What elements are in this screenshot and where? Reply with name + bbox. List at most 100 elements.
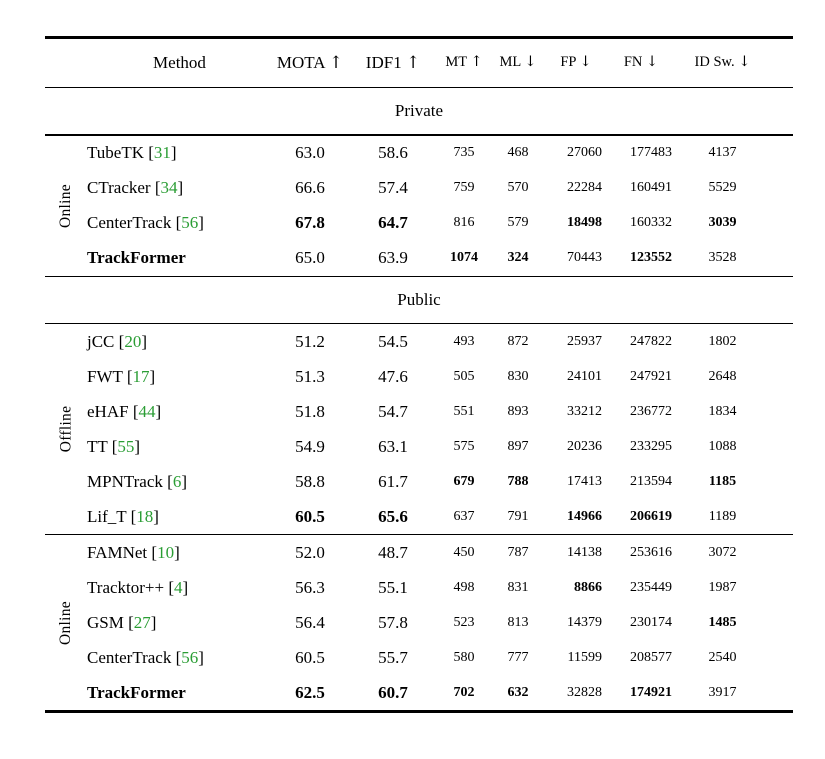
- fp-cell: 33212: [567, 403, 602, 419]
- idsw-cell: 2540: [708, 649, 737, 665]
- table-row: FAMNet [10] 52.0 48.7 450 787 14138 2536…: [45, 535, 793, 570]
- idsw-cell: 1987: [708, 579, 737, 595]
- fp-cell: 14379: [567, 614, 602, 630]
- method-name: Lif_T: [87, 506, 127, 526]
- citation-number[interactable]: 56: [181, 213, 199, 233]
- table-row: TT [55] 54.9 63.1 575 897 20236 233295 1…: [45, 429, 793, 464]
- method-name: FWT: [87, 366, 123, 386]
- method-cell: TrackFormer []: [87, 248, 272, 268]
- table-row: TrackFormer [] 62.5 60.7 702 632 32828 1…: [45, 675, 793, 710]
- mota-cell: 65.0: [295, 248, 325, 268]
- results-table: Method MOTA ↑ IDF1 ↑ MT ↑ ML ↓ FP ↓ FN ↓…: [45, 36, 793, 714]
- idf1-cell: 48.7: [378, 542, 408, 562]
- idsw-cell: 1485: [708, 614, 737, 630]
- fn-cell: 123552: [630, 250, 672, 266]
- section-title-row: Private: [45, 88, 793, 134]
- method-cell: GSM [27]: [87, 613, 272, 633]
- idsw-cell: 1185: [708, 473, 737, 489]
- table-row: eHAF [44] 51.8 54.7 551 893 33212 236772…: [45, 394, 793, 429]
- mota-cell: 54.9: [295, 436, 325, 456]
- citation-number[interactable]: 55: [117, 436, 135, 456]
- idsw-cell: 4137: [708, 145, 737, 161]
- fp-cell: 8866: [574, 579, 602, 595]
- idsw-cell: 1189: [708, 508, 737, 524]
- citation-number[interactable]: 20: [124, 331, 142, 351]
- arrow-down-icon: ↓: [524, 54, 537, 70]
- ml-cell: 777: [507, 649, 529, 665]
- method-cell: Tracktor++ [4]: [87, 578, 272, 598]
- fp-cell: 14966: [567, 508, 602, 524]
- fn-cell: 235449: [630, 579, 672, 595]
- mt-cell: 679: [453, 473, 475, 489]
- rule-top: [45, 36, 793, 39]
- citation-number[interactable]: 34: [160, 178, 178, 198]
- arrow-up-icon: ↑: [328, 52, 344, 73]
- mt-cell: 637: [453, 508, 475, 524]
- col-header-fn: FN ↓: [606, 54, 676, 71]
- metric-label: FP: [560, 54, 576, 70]
- idf1-cell: 64.7: [378, 213, 408, 233]
- mota-cell: 62.5: [295, 682, 325, 702]
- mota-cell: 60.5: [295, 506, 325, 526]
- fp-cell: 70443: [567, 250, 602, 266]
- fn-cell: 253616: [630, 544, 672, 560]
- method-name: TT: [87, 436, 108, 456]
- fn-cell: 160491: [630, 180, 672, 196]
- rule-bottom: [45, 710, 793, 714]
- citation-number[interactable]: 31: [153, 143, 171, 163]
- ml-cell: 787: [507, 544, 529, 560]
- citation: [31]: [144, 143, 177, 163]
- citation-number[interactable]: 4: [174, 577, 183, 597]
- ml-cell: 570: [507, 180, 529, 196]
- idsw-cell: 3072: [708, 544, 737, 560]
- table-row: jCC [20] 51.2 54.5 493 872 25937 247822 …: [45, 324, 793, 359]
- idf1-cell: 58.6: [378, 143, 408, 163]
- col-header-fp: FP ↓: [546, 54, 606, 71]
- citation-number[interactable]: 18: [136, 506, 154, 526]
- section-title: Public: [397, 289, 441, 309]
- col-header-idf1: IDF1 ↑: [348, 53, 438, 73]
- citation-number[interactable]: 10: [157, 542, 175, 562]
- table-row: Lif_T [18] 60.5 65.6 637 791 14966 20661…: [45, 499, 793, 534]
- arrow-up-icon: ↑: [405, 52, 421, 73]
- group-rows: jCC [20] 51.2 54.5 493 872 25937 247822 …: [45, 324, 793, 534]
- ml-cell: 791: [507, 508, 529, 524]
- method-name: jCC: [87, 331, 115, 351]
- citation-number[interactable]: 6: [172, 471, 182, 491]
- rule-below-header: [45, 86, 793, 89]
- citation-number[interactable]: 27: [133, 612, 151, 632]
- method-name: FAMNet: [87, 542, 148, 562]
- idsw-cell: 2648: [708, 368, 737, 384]
- method-name: TrackFormer: [87, 682, 186, 702]
- idf1-cell: 57.8: [378, 612, 408, 632]
- citation: [10]: [147, 542, 180, 562]
- ml-cell: 579: [507, 215, 529, 231]
- idf1-cell: 47.6: [378, 366, 408, 386]
- idf1-cell: 63.9: [378, 248, 408, 268]
- mota-cell: 56.4: [295, 612, 325, 632]
- fn-cell: 213594: [630, 473, 672, 489]
- mt-cell: 498: [453, 579, 475, 595]
- citation-number[interactable]: 44: [138, 401, 156, 421]
- fp-cell: 25937: [567, 333, 602, 349]
- idf1-cell: 55.1: [378, 577, 408, 597]
- mota-cell: 60.5: [295, 647, 325, 667]
- method-name: CenterTrack: [87, 213, 172, 233]
- mt-cell: 575: [453, 438, 475, 454]
- citation-number[interactable]: 17: [132, 366, 150, 386]
- col-header-mota: MOTA ↑: [272, 53, 348, 73]
- mt-cell: 1074: [450, 250, 478, 266]
- method-cell: CenterTrack [56]: [87, 648, 272, 668]
- rule-separator: [45, 275, 793, 277]
- method-name: TubeTK: [87, 143, 144, 163]
- group-rows: FAMNet [10] 52.0 48.7 450 787 14138 2536…: [45, 535, 793, 710]
- citation-number[interactable]: 56: [181, 647, 199, 667]
- citation: [17]: [122, 366, 156, 386]
- idf1-cell: 55.7: [378, 647, 408, 667]
- fp-cell: 14138: [567, 544, 602, 560]
- method-cell: MPNTrack [6]: [87, 472, 272, 492]
- method-cell: FAMNet [10]: [87, 543, 272, 563]
- idf1-cell: 54.7: [378, 401, 408, 421]
- fn-cell: 233295: [630, 438, 672, 454]
- metric-label: ID Sw.: [694, 54, 735, 70]
